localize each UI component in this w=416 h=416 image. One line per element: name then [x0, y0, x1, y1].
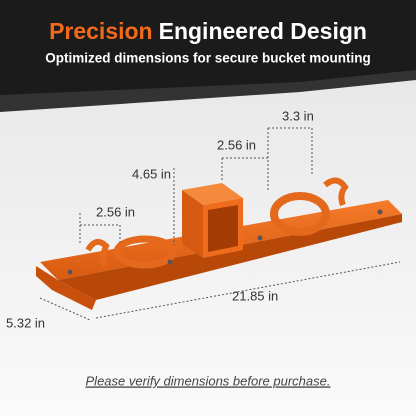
title: Precision Engineered Design: [49, 18, 367, 44]
header-edge: [0, 70, 416, 112]
dim-label: 3.3 in: [282, 108, 314, 123]
product: [36, 177, 402, 310]
dim-label: 21.85 in: [232, 288, 278, 303]
dim-label: 4.65 in: [132, 166, 171, 181]
dim-label: 5.32 in: [6, 315, 45, 330]
footer-note: Please verify dimensions before purchase…: [86, 373, 331, 388]
subtitle: Optimized dimensions for secure bucket m…: [45, 51, 371, 66]
dim-label: 2.56 in: [217, 137, 256, 152]
dimension-lines: [39, 127, 401, 321]
dim-label: 2.56 in: [96, 204, 135, 219]
